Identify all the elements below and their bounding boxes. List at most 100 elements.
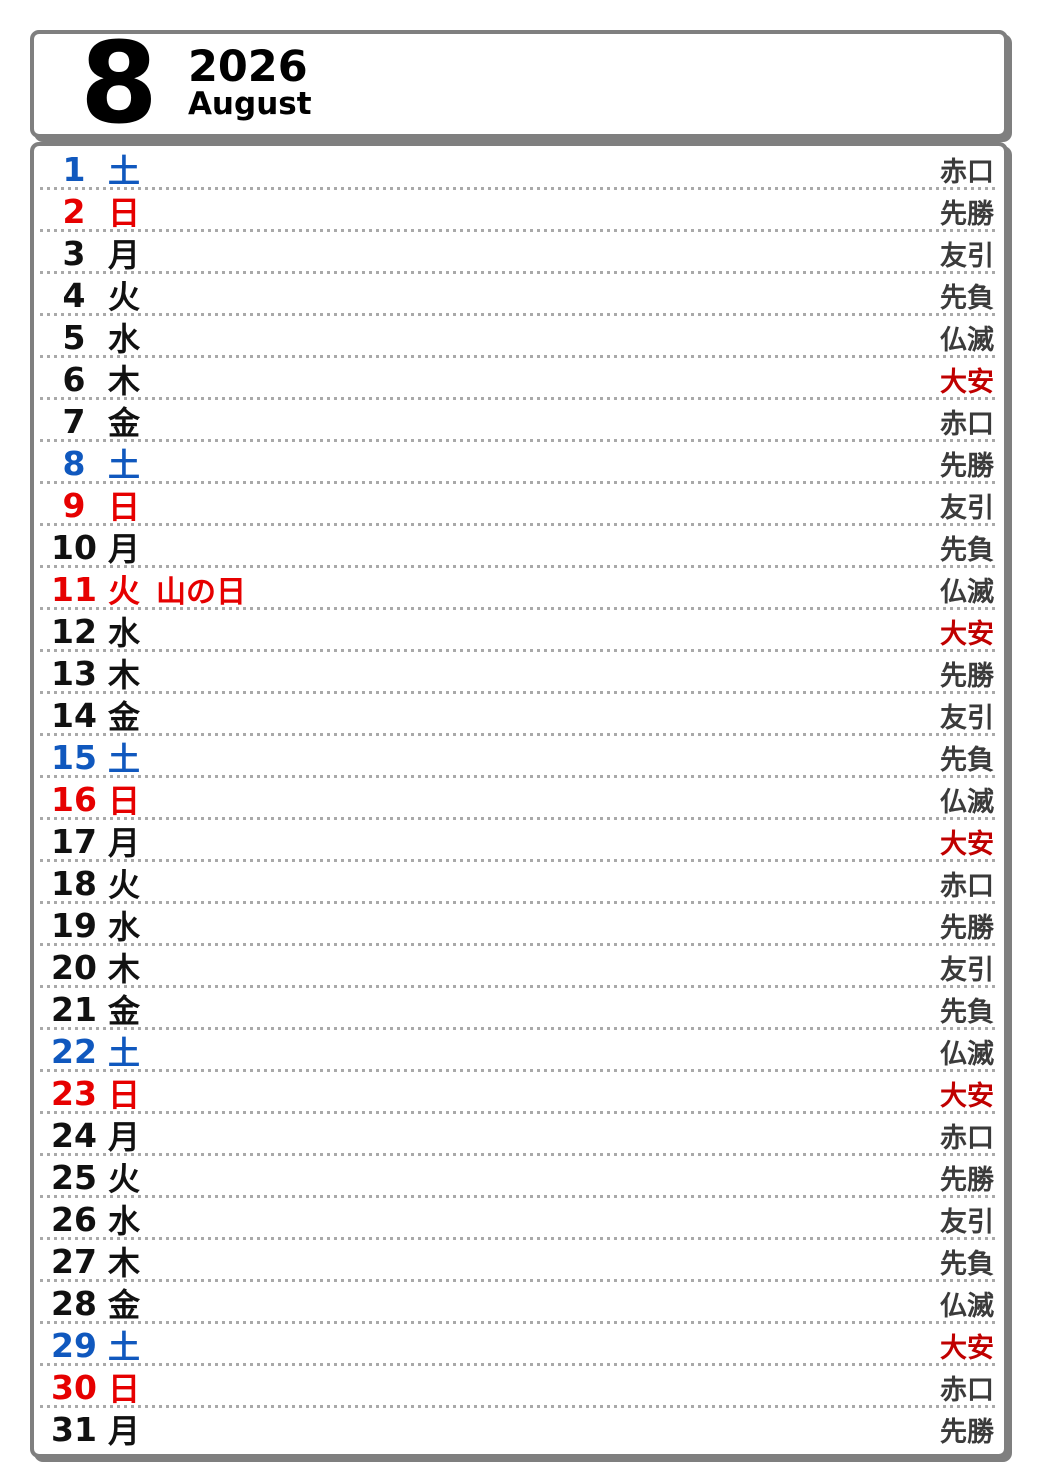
rokuyo-label: 仏滅	[940, 1290, 994, 1322]
weekday-label: 水	[108, 908, 141, 946]
rokuyo-label: 友引	[940, 240, 994, 272]
day-list: 1 土 赤口 2 日 先勝 3 月 友引 4 火 先負 5 水	[30, 142, 1008, 1458]
rokuyo-label: 先勝	[940, 450, 994, 482]
day-row: 16 日 仏滅	[40, 778, 998, 820]
rokuyo-label: 先負	[940, 996, 994, 1028]
weekday-label: 水	[108, 614, 141, 652]
weekday-label: 火	[108, 278, 141, 316]
day-row: 21 金 先負	[40, 988, 998, 1030]
weekday-label: 火	[108, 572, 141, 610]
day-number: 30	[51, 1367, 97, 1407]
day-row: 3 月 友引	[40, 232, 998, 274]
day-row: 1 土 赤口	[40, 148, 998, 190]
day-number: 7	[62, 401, 86, 441]
day-row: 10 月 先負	[40, 526, 998, 568]
weekday-label: 日	[108, 1076, 141, 1114]
day-number: 1	[62, 149, 86, 189]
month-number: 8	[80, 19, 158, 149]
rokuyo-label: 先勝	[940, 1416, 994, 1448]
day-number: 20	[51, 947, 97, 987]
day-row: 5 水 仏滅	[40, 316, 998, 358]
rokuyo-label: 赤口	[940, 1122, 994, 1154]
day-row: 15 土 先負	[40, 736, 998, 778]
day-number: 24	[51, 1115, 97, 1155]
rokuyo-label: 仏滅	[940, 576, 994, 608]
weekday-label: 日	[108, 194, 141, 232]
rokuyo-label: 赤口	[940, 1374, 994, 1406]
day-number: 19	[51, 905, 97, 945]
day-number: 3	[62, 233, 86, 273]
day-row: 28 金 仏滅	[40, 1282, 998, 1324]
day-number: 27	[51, 1241, 97, 1281]
rokuyo-label: 先勝	[940, 912, 994, 944]
day-row: 11 火 山の日 仏滅	[40, 568, 998, 610]
rokuyo-label: 赤口	[940, 870, 994, 902]
day-number: 11	[51, 569, 97, 609]
weekday-label: 金	[108, 404, 141, 442]
day-row: 18 火 赤口	[40, 862, 998, 904]
weekday-label: 土	[108, 1328, 141, 1366]
day-number: 18	[51, 863, 97, 903]
weekday-label: 火	[108, 1160, 141, 1198]
weekday-label: 木	[108, 1244, 141, 1282]
weekday-label: 木	[108, 950, 141, 988]
day-number: 16	[51, 779, 97, 819]
rokuyo-label: 仏滅	[940, 1038, 994, 1070]
day-row: 26 水 友引	[40, 1198, 998, 1240]
rokuyo-label: 先勝	[940, 1164, 994, 1196]
day-number: 9	[62, 485, 86, 525]
day-number: 21	[51, 989, 97, 1029]
day-number: 28	[51, 1283, 97, 1323]
weekday-label: 日	[108, 1370, 141, 1408]
rokuyo-label: 先負	[940, 744, 994, 776]
day-row: 20 木 友引	[40, 946, 998, 988]
weekday-label: 日	[108, 782, 141, 820]
day-row: 29 土 大安	[40, 1324, 998, 1366]
day-number: 17	[51, 821, 97, 861]
weekday-label: 金	[108, 698, 141, 736]
day-row: 6 木 大安	[40, 358, 998, 400]
weekday-label: 土	[108, 446, 141, 484]
rokuyo-label: 友引	[940, 954, 994, 986]
rokuyo-label: 友引	[940, 492, 994, 524]
day-number: 4	[62, 275, 86, 315]
rokuyo-label: 大安	[940, 618, 994, 650]
day-number: 8	[62, 443, 86, 483]
day-row: 13 木 先勝	[40, 652, 998, 694]
month-name-label: August	[187, 86, 312, 122]
weekday-label: 土	[108, 152, 141, 190]
calendar-header: 8 2026 August	[30, 19, 1008, 149]
weekday-label: 火	[108, 866, 141, 904]
day-number: 15	[51, 737, 97, 777]
day-number: 29	[51, 1325, 97, 1365]
holiday-label: 山の日	[156, 575, 247, 610]
rokuyo-label: 大安	[940, 828, 994, 860]
day-number: 10	[51, 527, 97, 567]
rokuyo-label: 先負	[940, 534, 994, 566]
day-row: 23 日 大安	[40, 1072, 998, 1114]
weekday-label: 月	[108, 1412, 141, 1450]
weekday-label: 水	[108, 1202, 141, 1240]
day-row: 22 土 仏滅	[40, 1030, 998, 1072]
weekday-label: 金	[108, 992, 141, 1030]
day-number: 26	[51, 1199, 97, 1239]
weekday-label: 月	[108, 1118, 141, 1156]
weekday-label: 金	[108, 1286, 141, 1324]
rokuyo-label: 大安	[940, 1080, 994, 1112]
weekday-label: 木	[108, 362, 141, 400]
day-row: 25 火 先勝	[40, 1156, 998, 1198]
year-month-block: 2026 August	[187, 34, 312, 122]
day-number: 5	[62, 317, 86, 357]
day-row: 30 日 赤口	[40, 1366, 998, 1408]
day-row: 2 日 先勝	[40, 190, 998, 232]
weekday-label: 月	[108, 530, 141, 568]
day-row: 14 金 友引	[40, 694, 998, 736]
day-row: 8 土 先勝	[40, 442, 998, 484]
day-row: 17 月 大安	[40, 820, 998, 862]
day-number: 2	[62, 191, 86, 231]
rokuyo-label: 仏滅	[940, 786, 994, 818]
rokuyo-label: 赤口	[940, 156, 994, 188]
day-number: 23	[51, 1073, 97, 1113]
day-number: 13	[51, 653, 97, 693]
weekday-label: 土	[108, 1034, 141, 1072]
